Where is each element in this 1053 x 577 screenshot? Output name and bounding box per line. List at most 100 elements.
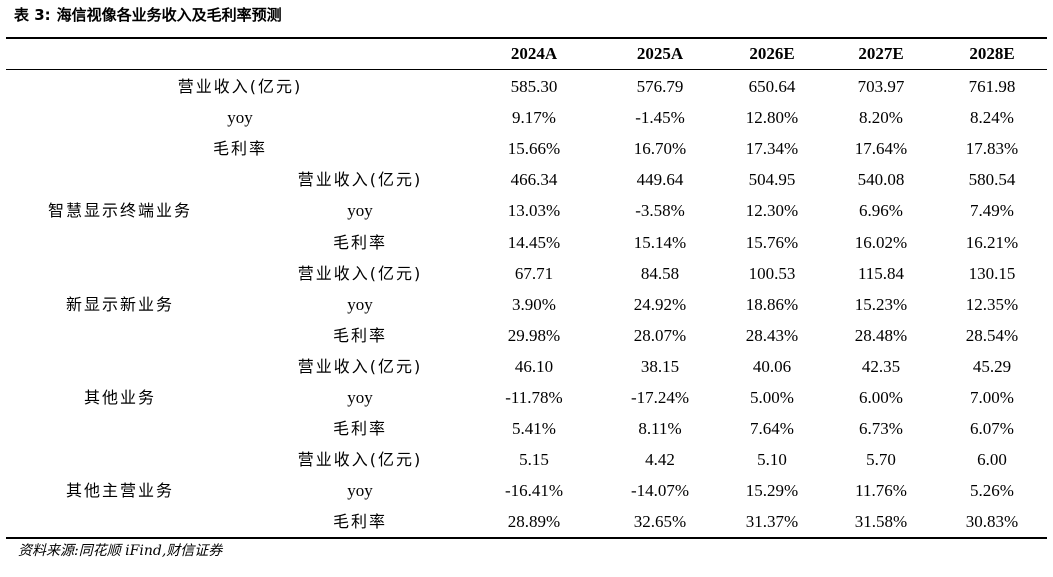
table-cell: 13.03% — [507, 201, 561, 221]
table-cell: -11.78% — [505, 388, 563, 407]
table-caption: 海信视像各业务收入及毛利率预测 — [56, 6, 282, 24]
table-cell: 12.30% — [745, 201, 799, 221]
table-cell: 40.06 — [752, 356, 792, 376]
row-label: 营业收入(亿元) — [297, 356, 423, 376]
table-cell: 7.64% — [750, 419, 794, 439]
row-label: 毛利率 — [212, 139, 267, 159]
table-cell: 28.43% — [745, 325, 799, 345]
table-cell: 28.54% — [965, 325, 1019, 345]
group-label: 智慧显示终端业务 — [47, 201, 192, 221]
table-cell: 8.24% — [970, 108, 1014, 128]
table-cell: -1.45% — [635, 108, 685, 128]
table-cell: 115.84 — [857, 263, 905, 283]
table-cell: 16.70% — [633, 139, 687, 159]
column-header-2024a: 2024A — [510, 44, 558, 63]
table-cell: 3.90% — [512, 294, 556, 314]
column-header-2025a: 2025A — [636, 44, 684, 63]
row-label: yoy — [347, 201, 373, 221]
table-cell: 46.10 — [514, 356, 554, 376]
table-cell: 466.34 — [510, 170, 558, 190]
row-label: 营业收入(亿元) — [297, 170, 423, 190]
table-cell: 576.79 — [636, 77, 684, 96]
table-cell: 4.42 — [645, 450, 675, 470]
table-cell: -16.41% — [504, 481, 564, 501]
table-cell: 28.07% — [633, 325, 687, 345]
table-cell: 8.11% — [638, 419, 682, 439]
table-title: 表 3: 海信视像各业务收入及毛利率预测 — [14, 4, 282, 26]
row-label: 毛利率 — [332, 232, 387, 252]
table-cell: 38.15 — [640, 356, 680, 376]
bottom-rule — [6, 537, 1047, 539]
table-cell: 84.58 — [640, 263, 680, 283]
row-label: yoy — [227, 108, 253, 128]
table-cell: 31.37% — [745, 512, 799, 532]
table-cell: 8.20% — [859, 108, 903, 128]
table-cell: -17.24% — [630, 388, 690, 407]
table-cell: 6.00 — [977, 450, 1007, 470]
table-cell: 16.02% — [854, 232, 908, 252]
group-label: 其他主营业务 — [65, 481, 174, 501]
table-cell: 17.64% — [854, 139, 908, 159]
table-cell: 15.29% — [745, 481, 799, 501]
group-label: 新显示新业务 — [65, 294, 174, 314]
table-cell: 6.73% — [859, 419, 903, 439]
table-cell: 16.21% — [965, 232, 1019, 252]
table-cell: 17.83% — [965, 139, 1019, 159]
table-cell: 580.54 — [968, 170, 1016, 190]
row-label: 毛利率 — [332, 512, 387, 532]
row-label: yoy — [347, 294, 373, 314]
row-label: 营业收入(亿元) — [297, 263, 423, 283]
table-cell: 650.64 — [748, 77, 796, 96]
table-cell: 45.29 — [972, 356, 1012, 376]
table-cell: 449.64 — [636, 170, 684, 190]
source-note: 资料来源:同花顺 iFind,财信证券 — [18, 543, 223, 559]
table-cell: -14.07% — [630, 481, 690, 501]
row-label: 毛利率 — [332, 325, 387, 345]
row-label: 营业收入(亿元) — [177, 77, 303, 96]
table-cell: 5.15 — [519, 450, 549, 470]
table-cell: 67.71 — [514, 263, 554, 283]
table-cell: 28.89% — [507, 512, 561, 532]
column-header-2028e: 2028E — [969, 44, 1015, 63]
table-cell: 7.00% — [970, 388, 1014, 407]
table-number: 表 3: — [14, 6, 51, 24]
table-cell: 12.35% — [965, 294, 1019, 314]
table-cell: 24.92% — [633, 294, 687, 314]
table-cell: 585.30 — [510, 77, 558, 96]
row-label: 毛利率 — [332, 419, 387, 439]
table-cell: 32.65% — [633, 512, 687, 532]
table-cell: -3.58% — [635, 201, 685, 221]
table-cell: 29.98% — [507, 325, 561, 345]
table-cell: 42.35 — [861, 356, 901, 376]
row-label: yoy — [347, 481, 373, 501]
column-header-2027e: 2027E — [858, 44, 904, 63]
table-cell: 14.45% — [507, 232, 561, 252]
table-cell: 11.76% — [855, 481, 907, 501]
table-cell: 15.66% — [507, 139, 561, 159]
table-cell: 31.58% — [854, 512, 908, 532]
table-cell: 30.83% — [965, 512, 1019, 532]
table-cell: 5.00% — [750, 388, 794, 407]
table-cell: 5.41% — [512, 419, 556, 439]
table-cell: 5.70 — [866, 450, 896, 470]
table-cell: 7.49% — [970, 201, 1014, 221]
column-header-2026e: 2026E — [749, 44, 795, 63]
table-cell: 504.95 — [748, 170, 796, 190]
table-cell: 6.96% — [859, 201, 903, 221]
table-cell: 15.14% — [633, 232, 687, 252]
row-label: 营业收入(亿元) — [297, 450, 423, 470]
table-cell: 5.10 — [757, 450, 787, 470]
table-cell: 12.80% — [745, 108, 799, 128]
row-label: yoy — [347, 388, 373, 407]
table-cell: 761.98 — [968, 77, 1016, 96]
table-cell: 100.53 — [748, 263, 796, 283]
table-cell: 703.97 — [857, 77, 905, 96]
table-cell: 9.17% — [512, 108, 556, 128]
table-cell: 18.86% — [745, 294, 799, 314]
table-cell: 15.76% — [745, 232, 799, 252]
table-cell: 28.48% — [854, 325, 908, 345]
table-cell: 15.23% — [854, 294, 908, 314]
table-cell: 540.08 — [857, 170, 905, 190]
header-rule — [6, 69, 1047, 70]
table-cell: 130.15 — [968, 263, 1016, 283]
